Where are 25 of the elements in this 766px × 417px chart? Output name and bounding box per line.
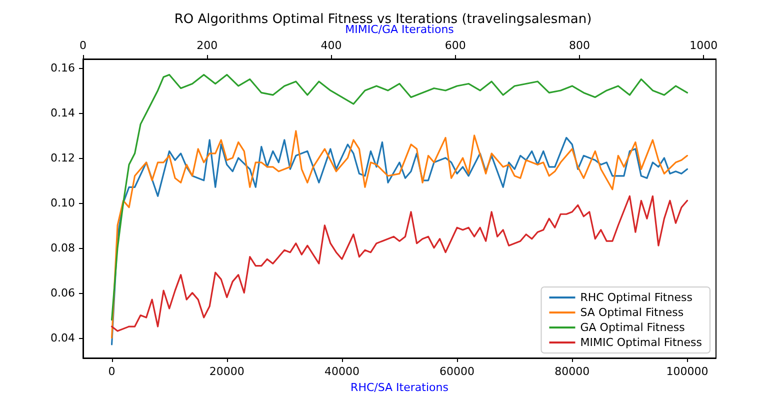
x2-axis-title: MIMIC/GA Iterations bbox=[345, 23, 454, 36]
x2-tick-label: 800 bbox=[568, 39, 590, 52]
x-tick-label: 80000 bbox=[554, 365, 590, 378]
y-tick-label: 0.16 bbox=[50, 61, 75, 74]
legend-label: SA Optimal Fitness bbox=[580, 306, 684, 319]
y-tick-label: 0.12 bbox=[50, 151, 75, 164]
x2-tick-label: 400 bbox=[320, 39, 342, 52]
x-tick-label: 60000 bbox=[440, 365, 475, 378]
y-tick-label: 0.14 bbox=[50, 106, 75, 120]
x2-tick-label: 200 bbox=[196, 39, 218, 52]
legend-label: RHC Optimal Fitness bbox=[580, 291, 693, 304]
x-tick-label: 100000 bbox=[666, 365, 708, 378]
legend-label: GA Optimal Fitness bbox=[580, 321, 686, 334]
x2-tick-label: 600 bbox=[444, 39, 466, 52]
y-tick-label: 0.06 bbox=[50, 286, 75, 300]
y-tick-label: 0.08 bbox=[50, 241, 75, 254]
x-tick-label: 20000 bbox=[209, 365, 244, 378]
x2-tick-label: 0 bbox=[80, 39, 86, 52]
y-tick-label: 0.10 bbox=[50, 196, 75, 210]
y-tick-label: 0.04 bbox=[50, 331, 75, 344]
legend-label: MIMIC Optimal Fitness bbox=[580, 336, 702, 349]
x-axis-title: RHC/SA Iterations bbox=[350, 380, 449, 394]
x2-tick-label: 1000 bbox=[690, 39, 718, 52]
x-tick-label: 0 bbox=[108, 365, 116, 378]
x-tick-label: 40000 bbox=[324, 365, 360, 378]
